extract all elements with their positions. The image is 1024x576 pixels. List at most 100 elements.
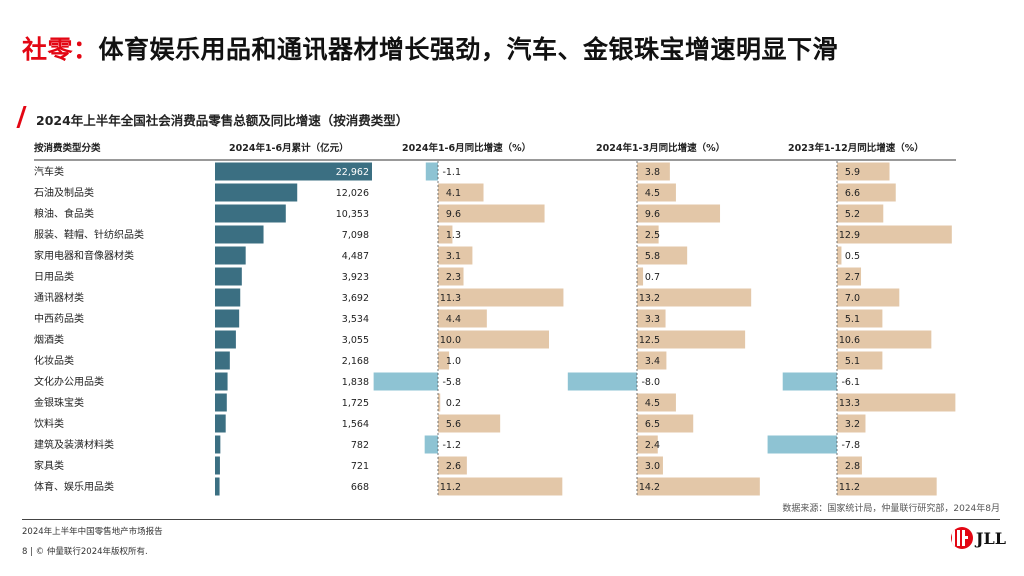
header-total: 2024年1-6月累计（亿元） bbox=[229, 142, 349, 154]
h1-growth-label: 10.0 bbox=[440, 335, 461, 346]
q1-growth-bar bbox=[637, 456, 663, 475]
fy2023-growth-label: 2.8 bbox=[845, 461, 860, 472]
fy2023-growth-bar bbox=[837, 246, 842, 265]
total-bar bbox=[215, 246, 246, 265]
h1-growth-label: -5.8 bbox=[442, 377, 461, 388]
total-value-label: 1,838 bbox=[342, 377, 369, 388]
q1-growth-bar bbox=[637, 288, 752, 307]
category-label: 粮油、食品类 bbox=[34, 207, 94, 220]
total-value-label: 3,923 bbox=[342, 272, 369, 283]
h1-growth-label: 4.4 bbox=[446, 314, 461, 325]
q1-growth-label: -8.0 bbox=[641, 377, 660, 388]
h1-growth-bar bbox=[438, 477, 563, 496]
total-bar bbox=[215, 309, 240, 328]
total-bar bbox=[215, 393, 227, 412]
total-value-label: 1,725 bbox=[342, 398, 369, 409]
category-label: 家具类 bbox=[34, 459, 64, 472]
fy2023-growth-label: 0.5 bbox=[845, 251, 860, 262]
q1-growth-bar bbox=[637, 183, 676, 202]
footer-divider bbox=[22, 519, 1000, 520]
total-value-label: 2,168 bbox=[342, 356, 369, 367]
total-bar bbox=[215, 456, 220, 475]
total-bar bbox=[215, 351, 230, 370]
q1-growth-label: 5.8 bbox=[645, 251, 660, 262]
h1-growth-bar bbox=[438, 204, 545, 223]
fy2023-growth-bar bbox=[837, 477, 937, 496]
jll-logo-text: JLL bbox=[975, 528, 1006, 548]
fy2023-growth-label: 3.2 bbox=[845, 419, 860, 430]
h1-growth-label: 11.2 bbox=[440, 482, 461, 493]
h1-growth-label: 1.0 bbox=[446, 356, 461, 367]
total-value-label: 782 bbox=[351, 440, 369, 451]
h1-growth-bar bbox=[438, 225, 453, 244]
category-label: 家用电器和音像器材类 bbox=[34, 249, 134, 262]
h1-growth-label: 11.3 bbox=[440, 293, 461, 304]
total-bar bbox=[215, 183, 298, 202]
h1-growth-bar bbox=[438, 183, 484, 202]
h1-growth-label: 1.3 bbox=[446, 230, 461, 241]
q1-growth-bar bbox=[637, 393, 676, 412]
q1-growth-label: 4.5 bbox=[645, 188, 660, 199]
h1-growth-bar bbox=[373, 372, 438, 391]
fy2023-growth-bar bbox=[837, 267, 862, 286]
fy2023-growth-label: 7.0 bbox=[845, 293, 860, 304]
fy2023-growth-label: 6.6 bbox=[845, 188, 860, 199]
q1-growth-bar bbox=[637, 414, 694, 433]
fy2023-growth-bar bbox=[837, 309, 883, 328]
chart-subtitle: 2024年上半年全国社会消费品零售总额及同比增速（按消费类型） bbox=[36, 113, 409, 128]
header-2023-growth: 2023年1-12月同比增速（%） bbox=[788, 142, 924, 154]
header-q1-growth: 2024年1-3月同比增速（%） bbox=[596, 142, 725, 154]
fy2023-growth-label: 10.6 bbox=[839, 335, 860, 346]
h1-growth-label: 2.6 bbox=[446, 461, 461, 472]
q1-growth-bar bbox=[637, 162, 670, 181]
category-label: 日用品类 bbox=[34, 270, 74, 283]
fy2023-growth-bar bbox=[837, 288, 900, 307]
h1-growth-label: -1.2 bbox=[442, 440, 461, 451]
fy2023-growth-label: 5.1 bbox=[845, 314, 860, 325]
h1-growth-bar bbox=[438, 393, 441, 412]
category-label: 中西药品类 bbox=[34, 312, 84, 325]
category-label: 建筑及装潢材料类 bbox=[34, 438, 114, 451]
category-label: 烟酒类 bbox=[34, 333, 64, 346]
category-label: 服装、鞋帽、针纺织品类 bbox=[34, 228, 144, 241]
copyright-text: 8 | © 仲量联行2024年版权所有. bbox=[22, 547, 148, 557]
fy2023-growth-label: 12.9 bbox=[839, 230, 860, 241]
q1-growth-bar bbox=[637, 435, 658, 454]
q1-growth-label: 3.3 bbox=[645, 314, 660, 325]
h1-growth-bar bbox=[438, 288, 564, 307]
total-value-label: 10,353 bbox=[336, 209, 369, 220]
category-label: 文化办公用品类 bbox=[34, 375, 104, 388]
q1-growth-label: 3.0 bbox=[645, 461, 660, 472]
total-value-label: 7,098 bbox=[342, 230, 369, 241]
total-bar bbox=[215, 330, 236, 349]
total-bar bbox=[215, 477, 220, 496]
h1-growth-bar bbox=[438, 246, 473, 265]
total-value-label: 721 bbox=[351, 461, 369, 472]
h1-growth-bar bbox=[425, 162, 438, 181]
q1-growth-label: 13.2 bbox=[639, 293, 660, 304]
h1-growth-label: 2.3 bbox=[446, 272, 461, 283]
q1-growth-bar bbox=[567, 372, 637, 391]
q1-growth-label: 0.7 bbox=[645, 272, 660, 283]
fy2023-growth-label: 13.3 bbox=[839, 398, 860, 409]
q1-growth-bar bbox=[637, 330, 746, 349]
q1-growth-label: 3.8 bbox=[645, 167, 660, 178]
total-bar bbox=[215, 225, 264, 244]
category-label: 化妆品类 bbox=[34, 354, 74, 367]
fy2023-growth-bar bbox=[837, 393, 956, 412]
q1-growth-label: 2.5 bbox=[645, 230, 660, 241]
h1-growth-label: 3.1 bbox=[446, 251, 461, 262]
source-note: 数据来源：国家统计局，仲量联行研究部，2024年8月 bbox=[782, 504, 1000, 514]
h1-growth-bar bbox=[424, 435, 438, 454]
fy2023-growth-bar bbox=[837, 351, 883, 370]
fy2023-growth-bar bbox=[782, 372, 837, 391]
h1-growth-label: 0.2 bbox=[446, 398, 461, 409]
h1-growth-bar bbox=[438, 456, 467, 475]
fy2023-growth-label: 5.1 bbox=[845, 356, 860, 367]
fy2023-growth-label: 5.9 bbox=[845, 167, 860, 178]
fy2023-growth-bar bbox=[837, 456, 862, 475]
fy2023-growth-bar bbox=[837, 204, 884, 223]
total-bar bbox=[215, 267, 242, 286]
total-bar bbox=[215, 162, 372, 181]
total-bar bbox=[215, 414, 226, 433]
